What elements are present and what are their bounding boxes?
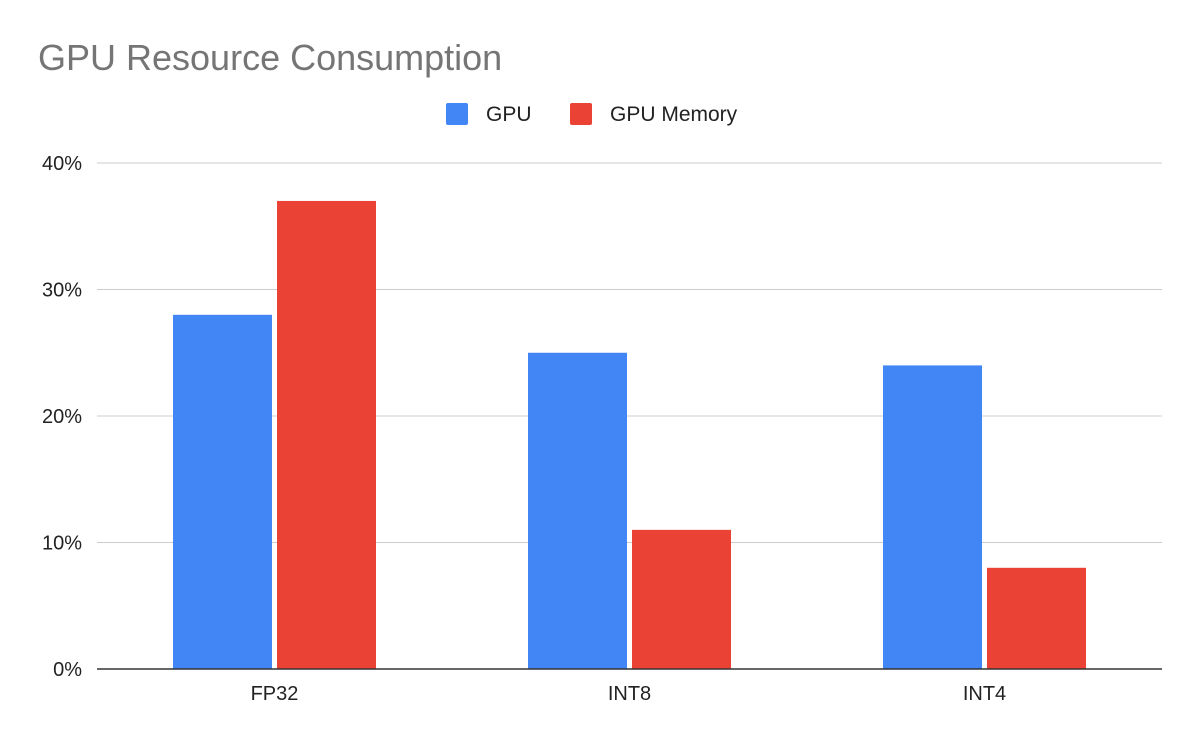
chart-title: GPU Resource Consumption — [38, 37, 502, 78]
bars — [97, 200, 1162, 670]
bar-gpu-memory-int8 — [632, 529, 731, 669]
bar-gpu-fp32 — [173, 314, 272, 669]
x-axis-labels: FP32 INT8 INT4 — [251, 683, 1007, 705]
x-tick-label: INT4 — [963, 683, 1006, 705]
legend-label: GPU Memory — [610, 103, 738, 126]
x-tick-label: FP32 — [251, 683, 299, 705]
legend-swatch — [446, 103, 468, 125]
bar-gpu-int8 — [528, 352, 627, 669]
bar-gpu-memory-fp32 — [277, 200, 376, 669]
bar-gpu-int4 — [883, 365, 982, 669]
y-tick-label: 0% — [53, 659, 82, 681]
y-tick-label: 10% — [42, 533, 82, 555]
bar-gpu-memory-int4 — [987, 567, 1086, 669]
legend-label: GPU — [486, 103, 532, 126]
x-tick-label: INT8 — [608, 683, 651, 705]
legend: GPU GPU Memory — [446, 103, 738, 126]
y-tick-label: 40% — [42, 153, 82, 175]
legend-swatch — [570, 103, 592, 125]
gridlines: 0% 10% 20% 30% 40% — [42, 153, 1162, 681]
y-tick-label: 20% — [42, 406, 82, 428]
y-tick-label: 30% — [42, 280, 82, 302]
